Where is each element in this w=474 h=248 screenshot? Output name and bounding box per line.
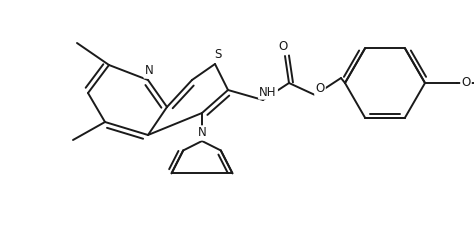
Text: S: S	[214, 49, 222, 62]
Text: O: O	[278, 40, 288, 54]
Text: N: N	[198, 126, 206, 139]
Text: N: N	[145, 64, 154, 77]
Text: O: O	[315, 83, 325, 95]
Text: O: O	[461, 75, 471, 89]
Text: NH: NH	[259, 86, 277, 98]
